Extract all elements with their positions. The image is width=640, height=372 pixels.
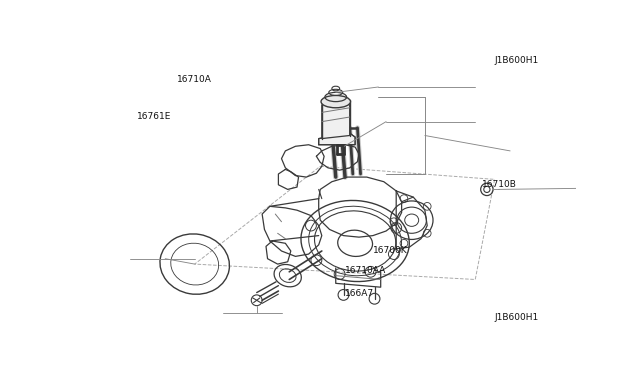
Polygon shape xyxy=(322,100,349,139)
Text: 16710A: 16710A xyxy=(177,74,212,83)
Text: 16710AA: 16710AA xyxy=(346,266,387,275)
Polygon shape xyxy=(319,133,355,145)
Ellipse shape xyxy=(321,96,351,108)
Text: 166A7: 166A7 xyxy=(346,289,374,298)
Text: J1B600H1: J1B600H1 xyxy=(494,56,538,65)
Text: J1B600H1: J1B600H1 xyxy=(495,314,539,323)
Text: 16710B: 16710B xyxy=(482,180,516,189)
Text: 16761E: 16761E xyxy=(137,112,172,121)
Text: 16700K: 16700K xyxy=(372,246,407,255)
